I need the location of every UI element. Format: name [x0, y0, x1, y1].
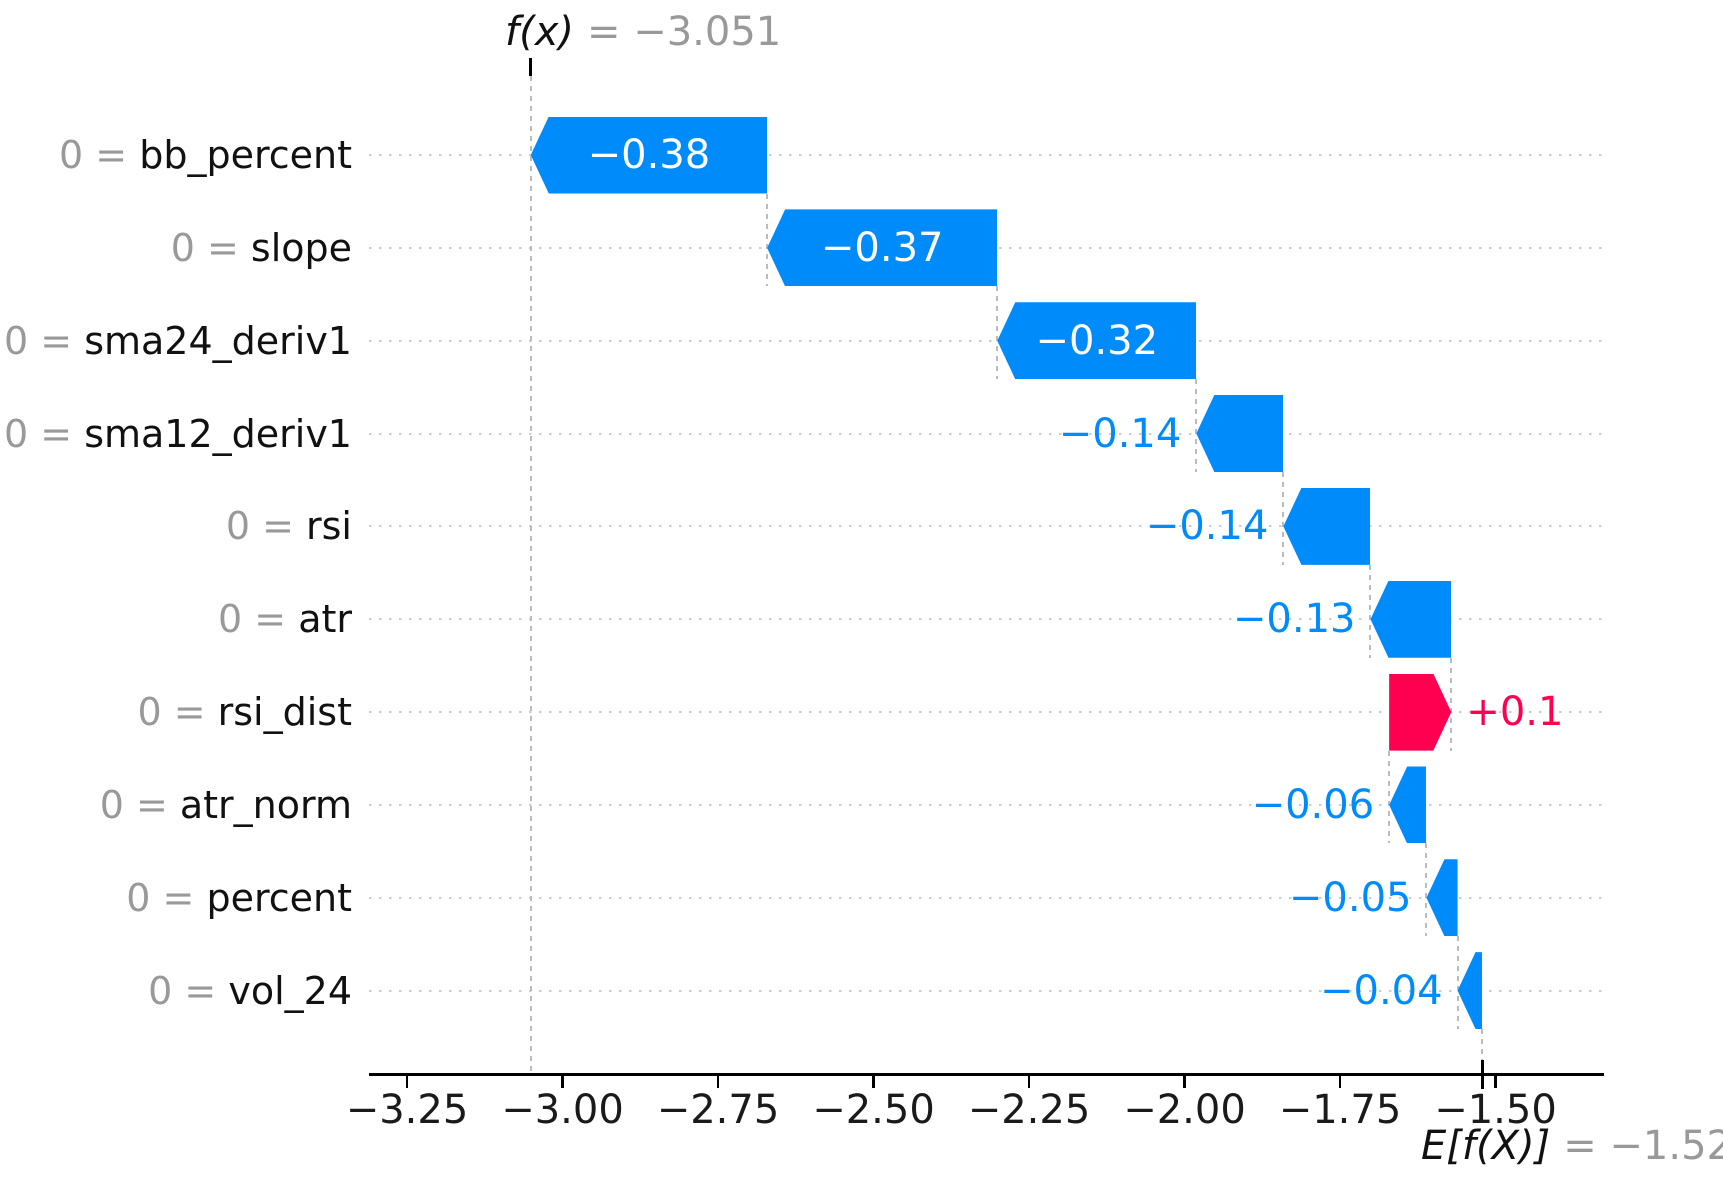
row-guide-line	[369, 525, 1604, 528]
x-axis-tick	[1027, 1076, 1031, 1088]
bar-value-label: −0.04	[1319, 967, 1443, 1014]
row-guide-line	[369, 618, 1604, 621]
bar-connector-line	[1195, 379, 1198, 473]
shap-bar-negative	[997, 302, 1197, 380]
feature-data-value: 0 =	[170, 225, 251, 270]
feature-label: 0 = vol_24	[0, 967, 352, 1015]
fx-dashed-line	[529, 76, 532, 1073]
feature-label: 0 = percent	[0, 874, 352, 922]
x-axis-tick	[716, 1076, 720, 1088]
bar-connector-line	[1425, 843, 1428, 937]
x-axis-tick	[872, 1076, 875, 1088]
feature-name: vol_24	[228, 968, 352, 1013]
shap-bar-positive	[1389, 674, 1451, 751]
shap-bar-negative	[1389, 766, 1427, 844]
row-guide-line	[369, 896, 1604, 899]
feature-data-value: 0 =	[148, 968, 229, 1013]
row-guide-line	[369, 989, 1604, 992]
row-guide-line	[369, 339, 1604, 342]
row-guide-line	[369, 432, 1604, 435]
shap-bar-negative	[1457, 952, 1483, 1030]
base-dashed-line	[1481, 1029, 1484, 1073]
feature-name: rsi_dist	[217, 690, 352, 735]
bar-connector-line	[766, 193, 769, 287]
x-axis-line	[369, 1073, 1604, 1076]
shap-bar-negative	[1196, 395, 1284, 473]
feature-data-value: 0 =	[218, 597, 299, 642]
base-value-text: = −1.521	[1563, 1123, 1723, 1169]
feature-name: sma12_deriv1	[84, 411, 352, 456]
x-axis-tick-label: −2.25	[967, 1087, 1091, 1133]
base-value-annotation: E[f(X)] = −1.521	[1421, 1122, 1723, 1170]
bar-value-label: −0.14	[1058, 410, 1182, 457]
row-guide-line	[369, 711, 1604, 714]
shap-bar-negative	[1370, 580, 1452, 658]
x-axis-tick	[1338, 1076, 1342, 1088]
bar-connector-line	[1388, 750, 1391, 844]
x-axis-tick-label: −1.50	[1434, 1087, 1557, 1133]
bar-value-label: −0.13	[1232, 596, 1356, 643]
x-axis-tick-label: −1.75	[1278, 1087, 1402, 1133]
feature-data-value: 0 =	[4, 411, 85, 456]
feature-label: 0 = atr	[0, 595, 352, 643]
fx-annotation: f(x) = −3.051	[505, 8, 781, 56]
feature-data-value: 0 =	[126, 875, 207, 920]
feature-name: bb_percent	[139, 133, 352, 177]
bar-value-label: −0.06	[1251, 781, 1375, 828]
shap-bar-negative	[1426, 859, 1458, 937]
feature-name: sma24_deriv1	[84, 318, 352, 363]
feature-data-value: 0 =	[99, 782, 180, 827]
feature-label: 0 = sma24_deriv1	[0, 317, 352, 365]
shap-bar-negative	[767, 209, 998, 287]
feature-label: 0 = rsi	[0, 502, 352, 550]
shap-bar-negative	[530, 116, 768, 194]
feature-data-value: 0 =	[225, 504, 307, 549]
feature-label: 0 = atr_norm	[0, 781, 352, 829]
bar-connector-line	[1450, 657, 1453, 751]
base-label-text: E[f(X)]	[1421, 1123, 1551, 1169]
base-marker-tick	[1480, 1060, 1484, 1089]
feature-name: percent	[206, 875, 352, 920]
fx-label-text: f(x)	[505, 9, 574, 55]
feature-name: rsi	[306, 504, 352, 549]
bar-value-label: −0.32	[1035, 317, 1159, 364]
feature-label: 0 = bb_percent	[0, 131, 352, 179]
row-guide-line	[369, 803, 1604, 806]
row-guide-line	[369, 154, 1604, 156]
x-axis-tick	[405, 1076, 409, 1088]
x-axis-tick-label: −2.75	[656, 1087, 780, 1133]
x-axis-tick	[561, 1076, 564, 1088]
x-axis-tick-label: −3.25	[345, 1087, 469, 1133]
feature-name: atr	[298, 597, 352, 642]
feature-data-value: 0 =	[4, 318, 85, 363]
feature-name: slope	[250, 225, 352, 270]
feature-data-value: 0 =	[137, 690, 218, 735]
x-axis-tick-label: −3.00	[501, 1087, 624, 1133]
fx-value-text: = −3.051	[586, 9, 782, 55]
bar-value-label: +0.1	[1466, 689, 1564, 736]
bar-connector-line	[1369, 564, 1372, 658]
feature-label: 0 = slope	[0, 224, 352, 272]
fx-marker-tick	[529, 58, 533, 76]
x-axis-tick-label: −2.50	[812, 1087, 935, 1133]
bar-value-label: −0.37	[820, 224, 944, 271]
bar-value-label: −0.38	[587, 132, 711, 178]
shap-bar-negative	[1283, 487, 1371, 565]
bar-value-label: −0.05	[1288, 874, 1412, 921]
bar-value-label: −0.14	[1145, 503, 1269, 550]
bar-connector-line	[996, 286, 999, 380]
feature-label: 0 = rsi_dist	[0, 688, 352, 736]
bar-connector-line	[1282, 472, 1285, 565]
feature-label: 0 = sma12_deriv1	[0, 410, 352, 458]
x-axis-tick	[1494, 1076, 1497, 1088]
x-axis-tick	[1183, 1076, 1186, 1088]
feature-data-value: 0 =	[59, 133, 140, 177]
feature-name: atr_norm	[179, 782, 352, 827]
bar-connector-line	[1456, 936, 1459, 1030]
x-axis-tick-label: −2.00	[1123, 1087, 1246, 1133]
